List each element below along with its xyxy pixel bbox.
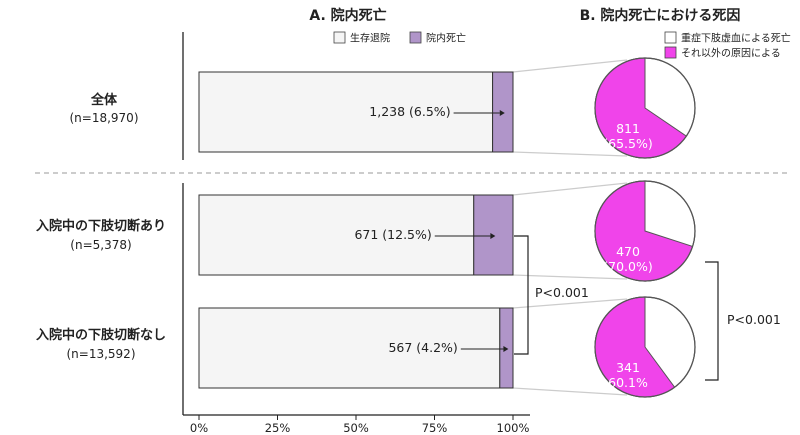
pie-label-pct-2: 60.1% (608, 375, 648, 390)
panel-b-title: B. 院内死亡における死因 (580, 7, 741, 24)
connector-bottom-0 (512, 151, 628, 157)
pie-label-count-0: 811 (616, 121, 640, 136)
bar-label-arrowhead-0 (499, 110, 505, 116)
group-n-total: (n=18,970) (69, 111, 138, 125)
pie-outline-0 (594, 57, 696, 159)
connector-top-2 (512, 298, 628, 309)
x-tick-label-4: 100% (497, 421, 530, 435)
legend-a-survive-swatch (333, 31, 346, 44)
bar-survive-0 (198, 71, 494, 153)
legend-a-death-label: 院内死亡 (426, 32, 466, 45)
pie-label-pct-1: (70.0%) (603, 259, 652, 274)
pie-label-pct-0: (65.5%) (603, 136, 652, 151)
panel-a-title: A. 院内死亡 (309, 7, 386, 24)
legend-b-cli-label: 重症下肢虚血による死亡 (681, 32, 791, 45)
bar-pvalue-label: P<0.001 (535, 285, 589, 300)
bar-survive-2 (198, 307, 501, 389)
legend-b-cli-swatch (664, 31, 677, 44)
pie-pvalue-label: P<0.001 (727, 312, 781, 327)
connector-top-1 (512, 182, 628, 196)
legend-a-survive-label: 生存退院 (350, 32, 390, 45)
connector-bottom-1 (512, 274, 628, 280)
x-tick-label-3: 75% (422, 421, 448, 435)
group-label-total: 全体 (90, 92, 118, 108)
x-tick-label-0: 0% (190, 421, 208, 435)
pie-outline-1 (594, 180, 696, 282)
pie-label-count-2: 341 (616, 360, 640, 375)
bar-survive-1 (198, 194, 475, 276)
bar-label-arrowhead-1 (490, 233, 496, 239)
group-n-amputation: (n=5,378) (70, 238, 131, 252)
x-tick-label-2: 50% (343, 421, 369, 435)
group-label-no-amputation: 入院中の下肢切断なし (36, 327, 166, 343)
group-label-amputation: 入院中の下肢切断あり (36, 218, 166, 234)
bar-label-arrowhead-2 (503, 346, 509, 352)
pie-pvalue-bracket (705, 261, 719, 381)
x-tick-label-1: 25% (265, 421, 291, 435)
bar-pvalue-bracket (514, 235, 529, 355)
pie-outline-2 (594, 296, 696, 398)
bar-label-1: 671 (12.5%) (354, 227, 431, 242)
connector-bottom-2 (512, 387, 628, 396)
bar-label-2: 567 (4.2%) (388, 340, 457, 355)
group-n-no-amputation: (n=13,592) (66, 347, 135, 361)
legend-b-other-swatch (664, 46, 677, 59)
bar-label-0: 1,238 (6.5%) (369, 104, 450, 119)
legend-a-death-swatch (409, 31, 422, 44)
pie-label-count-1: 470 (616, 244, 640, 259)
legend-b-other-label: それ以外の原因による (681, 48, 781, 60)
connector-top-0 (512, 59, 628, 73)
